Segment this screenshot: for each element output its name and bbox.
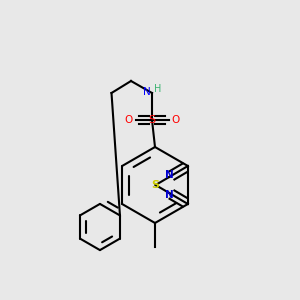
Text: N: N [165, 190, 173, 200]
Text: N: N [143, 86, 151, 97]
Text: N: N [165, 169, 173, 180]
Text: H: H [154, 84, 161, 94]
Text: S: S [148, 115, 156, 125]
Text: O: O [125, 115, 133, 125]
Text: O: O [171, 115, 179, 125]
Text: S: S [152, 180, 160, 190]
